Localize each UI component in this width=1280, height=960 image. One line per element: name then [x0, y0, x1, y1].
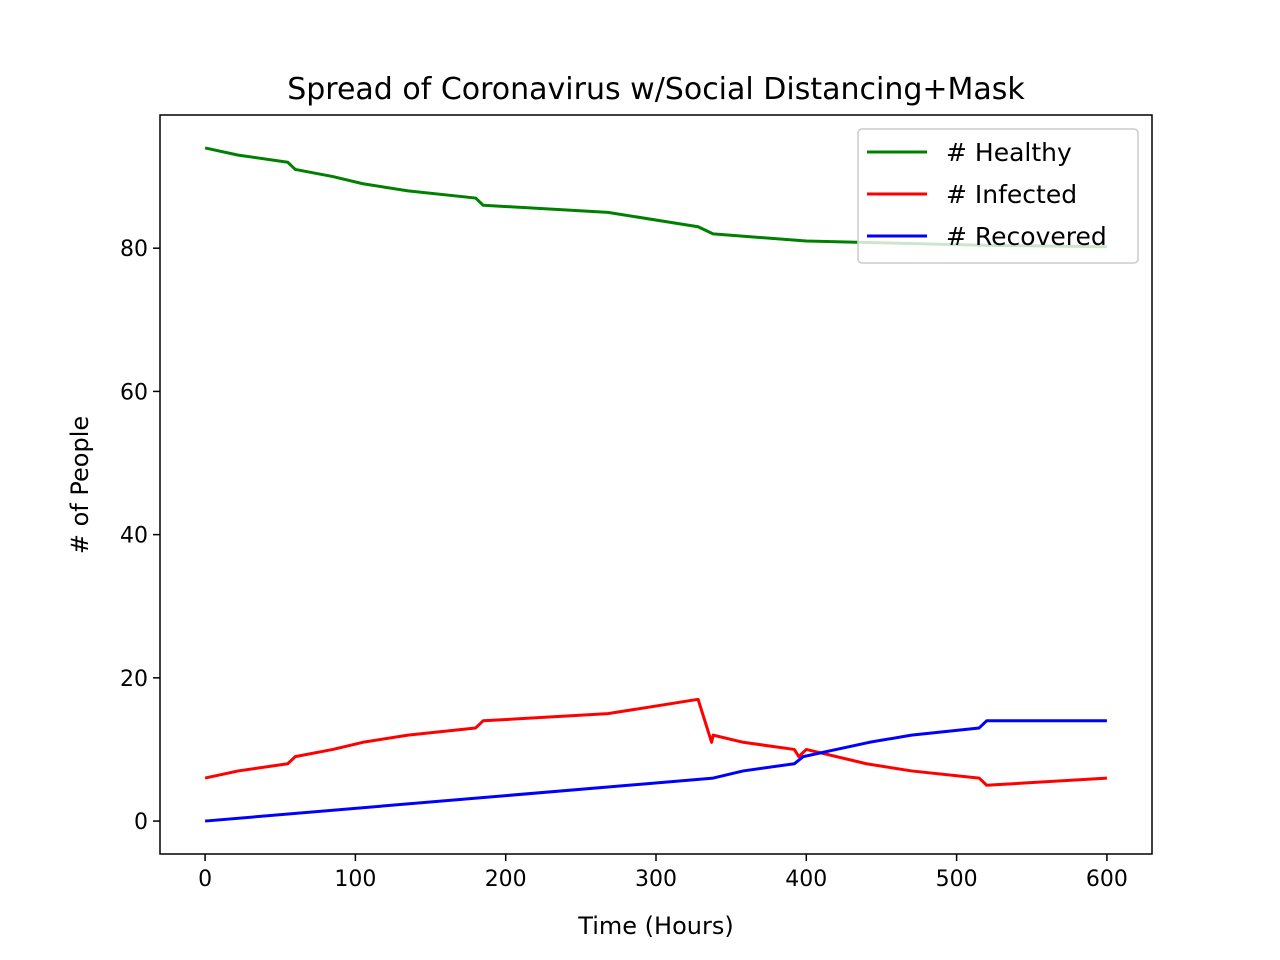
y-axis-label: # of People [66, 416, 94, 554]
y-tick-label: 0 [134, 810, 148, 835]
chart-title: Spread of Coronavirus w/Social Distancin… [287, 72, 1025, 107]
legend-label-infected: # Infected [946, 180, 1077, 209]
x-tick-label: 300 [635, 867, 677, 892]
legend-box [857, 128, 1139, 264]
legend-label-recovered: # Recovered [946, 222, 1107, 251]
x-tick-label: 600 [1086, 867, 1128, 892]
series-line-infected [204, 697, 1107, 787]
series-layer [204, 146, 1107, 823]
x-axis-label: Time (Hours) [577, 912, 733, 940]
legend: # Healthy # Infected # Recovered [857, 128, 1139, 264]
series-line-recovered [204, 719, 1107, 823]
y-axis: 0 20 40 60 80 [120, 237, 160, 835]
y-tick-label: 40 [120, 524, 148, 549]
legend-label-healthy: # Healthy [946, 138, 1072, 167]
y-tick-label: 60 [120, 380, 148, 405]
y-tick-label: 80 [120, 237, 148, 262]
x-tick-label: 100 [334, 867, 376, 892]
y-tick-label: 20 [120, 667, 148, 692]
x-tick-label: 400 [785, 867, 827, 892]
x-tick-label: 200 [485, 867, 527, 892]
x-axis: 0 100 200 300 400 500 600 [198, 854, 1128, 892]
x-tick-label: 0 [198, 867, 212, 892]
series-line-healthy [204, 146, 1107, 249]
x-tick-label: 500 [936, 867, 978, 892]
